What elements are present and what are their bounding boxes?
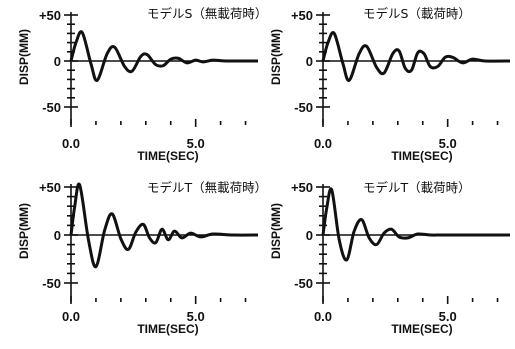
y-tick-label: 0 [306,54,313,69]
y-tick-label: -50 [42,276,61,291]
x-tick-label: 5.0 [439,309,457,324]
y-tick-label: 0 [54,54,61,69]
displacement-series-line [69,30,259,82]
x-tick-label: 5.0 [187,309,205,324]
panel-title: モデルS（載荷時） [363,6,471,21]
y-axis-title: DISP(MM) [17,29,31,85]
y-tick-label: -50 [294,276,313,291]
y-tick-label: 0 [54,228,61,243]
y-tick-label: 0 [306,228,313,243]
x-tick-label: 0.0 [314,309,332,324]
panel-title: モデルT（無載荷時） [147,180,267,195]
displacement-series-line [321,187,510,262]
x-axis-title: TIME(SEC) [137,322,198,336]
y-tick-label: -50 [294,100,313,115]
x-tick-label: 0.0 [62,309,80,324]
x-tick-label: 5.0 [187,136,205,151]
y-tick-label: -50 [42,100,61,115]
y-axis-title: DISP(MM) [269,29,283,85]
y-tick-label: +50 [291,180,313,195]
y-axis-title: DISP(MM) [269,203,283,259]
x-tick-label: 0.0 [62,136,80,151]
y-tick-label: +50 [39,180,61,195]
y-tick-label: +50 [291,8,313,23]
x-axis-title: TIME(SEC) [391,322,452,336]
displacement-series-line [69,182,259,269]
y-tick-label: +50 [39,8,61,23]
y-axis-title: DISP(MM) [17,203,31,259]
panel-title: モデルS（無載荷時） [147,6,267,21]
x-tick-label: 5.0 [439,136,457,151]
x-axis-title: TIME(SEC) [391,149,452,163]
panel-title: モデルT（載荷時） [363,180,471,195]
displacement-series-line [321,31,511,82]
x-axis-title: TIME(SEC) [137,149,198,163]
x-tick-label: 0.0 [314,136,332,151]
